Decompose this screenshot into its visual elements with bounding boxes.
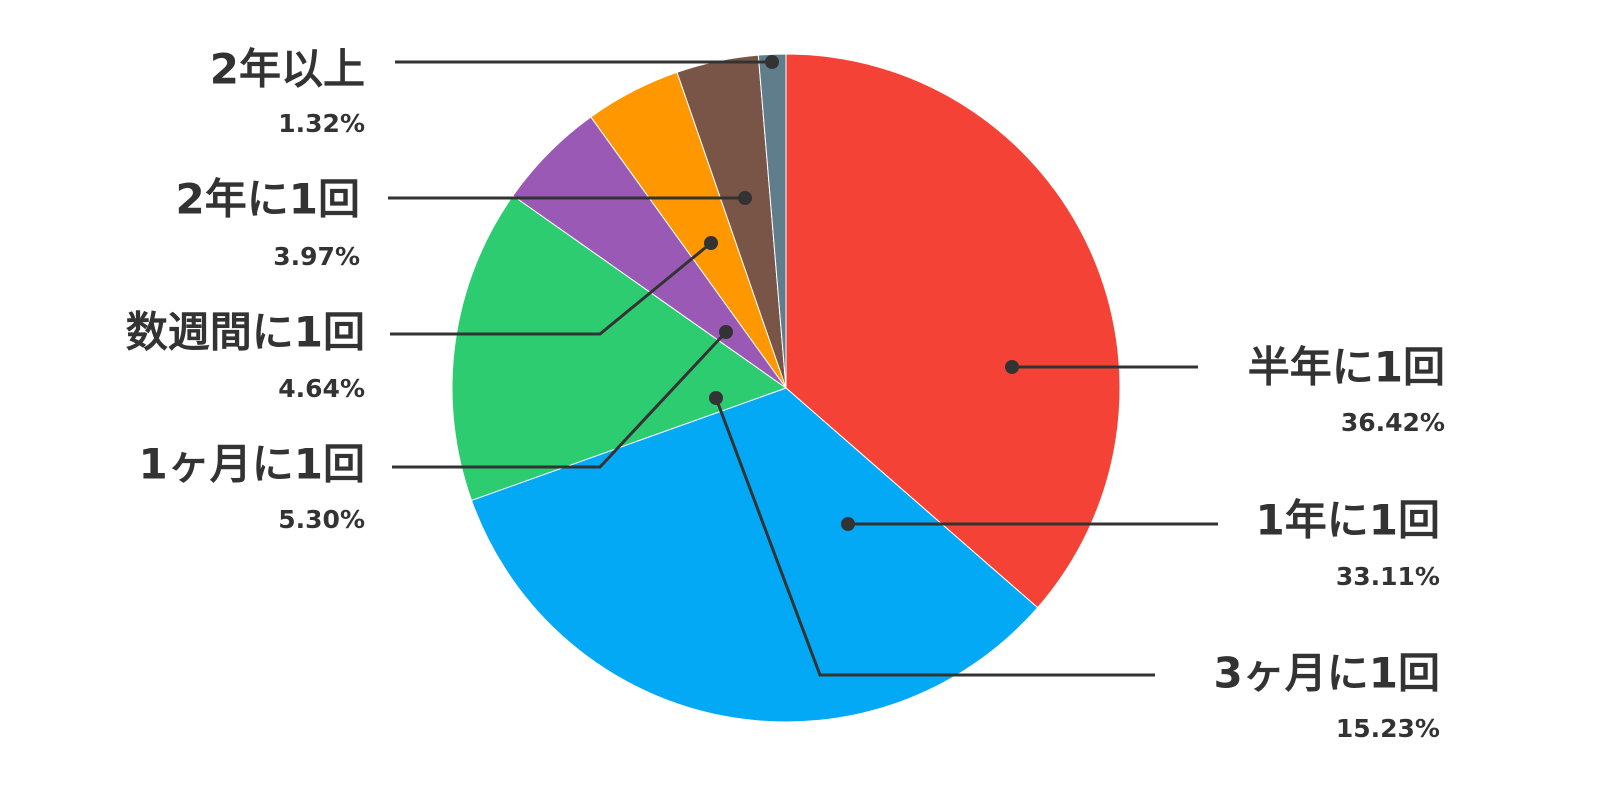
pie-slice xyxy=(785,53,1121,609)
slice-label: 半年に1回 xyxy=(1248,343,1445,392)
leader-line xyxy=(392,330,728,469)
leader-line xyxy=(390,241,712,336)
leader-dot xyxy=(1005,360,1019,374)
slice-value-label: 3.97% xyxy=(273,242,360,271)
pie-slice xyxy=(470,387,1039,723)
slice-value-label: 1.32% xyxy=(278,109,365,138)
slice-value-label: 5.30% xyxy=(278,505,365,534)
slice-label: 1年に1回 xyxy=(1256,496,1440,545)
pie-slice xyxy=(757,53,787,389)
slice-label: 2年以上 xyxy=(210,45,365,94)
slice-label: 1ヶ月に1回 xyxy=(139,440,365,489)
slice-label: 3ヶ月に1回 xyxy=(1214,649,1440,698)
slice-value-label: 33.11% xyxy=(1336,562,1440,591)
leader-line xyxy=(714,397,1155,677)
leader-dot xyxy=(719,325,733,339)
leader-dot xyxy=(841,517,855,531)
labels: 半年に1回 36.42% 1年に1回 33.11% 3ヶ月に1回 15.23% 1ヶ月に1回… xyxy=(126,45,1445,744)
slice-label: 数週間に1回 xyxy=(126,308,365,357)
pie-slice xyxy=(451,194,788,502)
slice-label: 2年に1回 xyxy=(176,175,360,224)
leader-dot xyxy=(738,191,752,205)
slice-value-label: 36.42% xyxy=(1341,408,1445,437)
pie xyxy=(451,53,1121,723)
leader-dot xyxy=(704,236,718,250)
slice-value-label: 15.23% xyxy=(1336,714,1440,743)
leader-dot xyxy=(765,55,779,69)
leader-dot xyxy=(709,391,723,405)
slice-value-label: 4.64% xyxy=(278,374,365,403)
